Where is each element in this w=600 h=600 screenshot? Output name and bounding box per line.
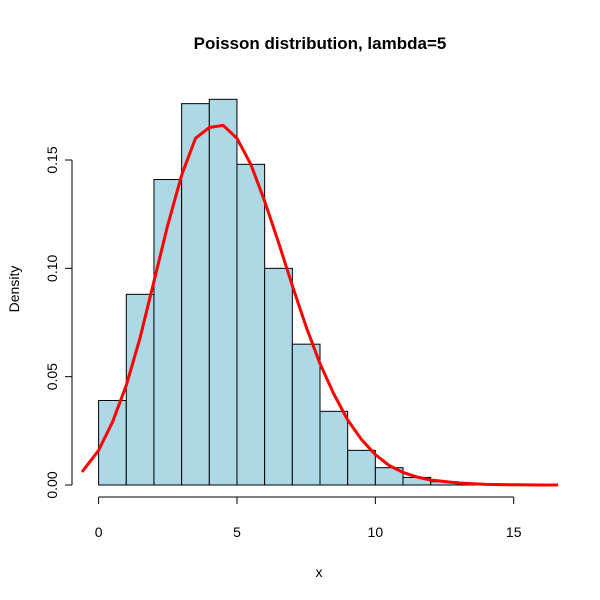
histogram-bar-10 (374, 467, 404, 486)
histogram-bar-7 (291, 343, 321, 486)
x-axis: 0 5 10 15 (95, 496, 522, 540)
x-axis-label: x (316, 564, 323, 580)
x-tick-label-0: 0 (95, 524, 103, 540)
density-curve (80, 123, 558, 487)
y-tick-label-2: 0.10 (44, 254, 60, 281)
y-tick-label-3: 0.15 (44, 146, 60, 173)
histogram-bar-4 (208, 98, 238, 486)
y-tick-label-1: 0.05 (44, 363, 60, 390)
y-axis: 0.00 0.05 0.10 0.15 (44, 146, 73, 499)
histogram-bars (98, 98, 515, 486)
chart-title: Poisson distribution, lambda=5 (194, 34, 447, 53)
y-tick-label-0: 0.00 (44, 471, 60, 498)
histogram-bar-1 (125, 293, 155, 486)
histogram-bar-6 (264, 267, 293, 486)
histogram-bar-8 (319, 410, 349, 486)
histogram-bar-3 (181, 103, 210, 486)
histogram-bar-5 (236, 163, 266, 486)
x-tick-label-15: 15 (506, 524, 522, 540)
x-tick-label-10: 10 (368, 524, 384, 540)
x-tick-label-5: 5 (233, 524, 241, 540)
histogram-bar-9 (347, 449, 376, 486)
y-axis-label: Density (6, 266, 22, 313)
